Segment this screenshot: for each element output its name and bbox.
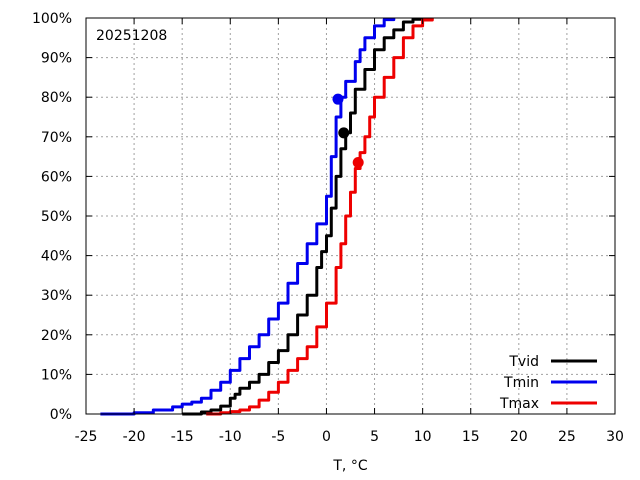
series-lines bbox=[100, 17, 434, 416]
x-tick-label: -15 bbox=[171, 429, 194, 445]
x-tick-label: 30 bbox=[606, 429, 624, 445]
x-tick-label: 10 bbox=[414, 429, 432, 445]
series-markers bbox=[332, 93, 364, 169]
x-tick-label: 20 bbox=[510, 429, 528, 445]
y-tick-label: 40% bbox=[41, 249, 72, 265]
y-tick-label: 80% bbox=[41, 90, 72, 106]
x-axis-ticks: -25 -20 -15 -10 -5 0 5 10 15 20 25 30 bbox=[75, 18, 624, 445]
y-tick-label: 0% bbox=[50, 407, 72, 423]
legend-label-tvid: Tvid bbox=[508, 354, 539, 370]
y-axis-ticks: 0% 10% 20% 30% 40% 50% 60% 70% 80% 90% 100% bbox=[32, 11, 615, 423]
x-tick-label: -25 bbox=[75, 429, 98, 445]
y-tick-label: 90% bbox=[41, 51, 72, 67]
y-tick-label: 60% bbox=[41, 169, 72, 185]
series-marker-tmin bbox=[332, 93, 344, 105]
x-tick-label: -20 bbox=[123, 429, 146, 445]
series-line-tmin bbox=[100, 18, 396, 416]
x-tick-label: 15 bbox=[462, 429, 480, 445]
series-marker-tmax bbox=[352, 157, 364, 169]
series-line-tmax bbox=[206, 18, 434, 416]
y-tick-label: 50% bbox=[41, 209, 72, 225]
legend: Tvid Tmin Tmax bbox=[499, 354, 597, 412]
legend-label-tmax: Tmax bbox=[499, 396, 539, 412]
x-tick-label: 25 bbox=[558, 429, 576, 445]
series-marker-tvid bbox=[338, 127, 350, 139]
x-tick-label: -10 bbox=[219, 429, 242, 445]
x-axis-label: T, °C bbox=[332, 458, 367, 474]
y-tick-label: 20% bbox=[41, 328, 72, 344]
x-tick-label: 0 bbox=[322, 429, 331, 445]
legend-label-tmin: Tmin bbox=[503, 375, 539, 391]
series-line-tvid bbox=[182, 17, 425, 416]
chart-annotation: 20251208 bbox=[96, 28, 167, 44]
y-tick-label: 10% bbox=[41, 367, 72, 383]
y-tick-label: 30% bbox=[41, 288, 72, 304]
y-tick-label: 100% bbox=[32, 11, 72, 27]
grid bbox=[86, 18, 615, 414]
x-tick-label: 5 bbox=[370, 429, 379, 445]
y-tick-label: 70% bbox=[41, 130, 72, 146]
x-tick-label: -5 bbox=[271, 429, 285, 445]
